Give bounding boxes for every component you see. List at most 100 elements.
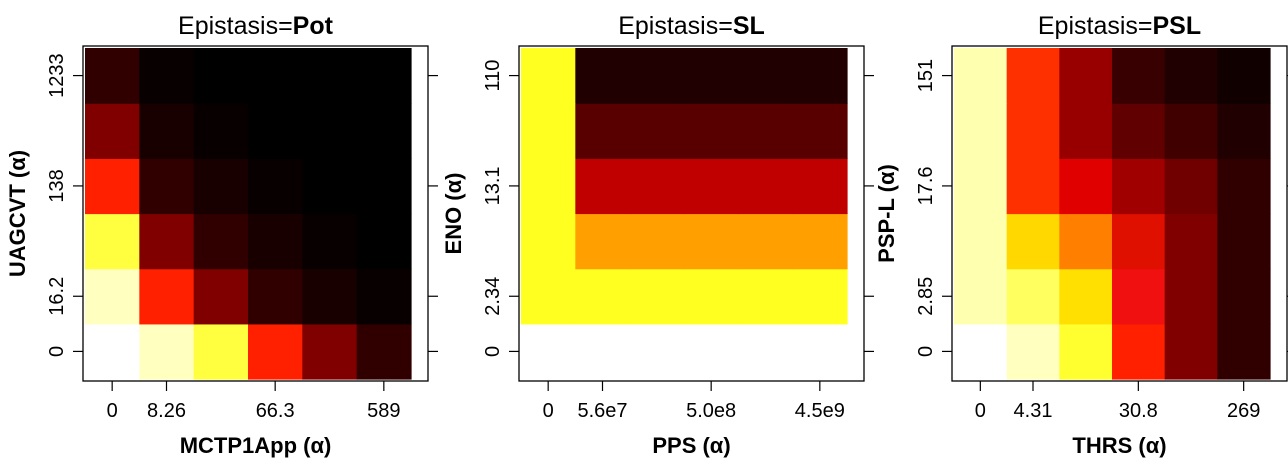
heatmap-cell [629,213,685,270]
heatmap-cell [356,48,412,104]
panel-title-bold: SL [733,12,765,40]
heatmap-cell [302,213,358,270]
heatmap-cell [248,48,303,104]
x-tick-label: 5.6e7 [577,400,627,422]
heatmap-cell [302,158,358,215]
heatmap-cell [248,103,303,159]
heatmap-cell [629,323,685,380]
heatmap-cell [575,103,631,159]
heatmap-cell [684,48,739,104]
heatmap-cell [954,48,1008,104]
plot-frame [518,45,865,382]
heatmap-cell [356,158,412,215]
heatmap-cell [1059,213,1113,270]
heatmap-cell [302,103,358,159]
heatmap-cell [1164,213,1218,270]
panel-title: Epistasis=SL [618,12,765,40]
y-axis-label: ENO (α) [441,173,466,255]
x-axis-label: THRS (α) [1072,433,1166,458]
panel-title-bold: Pot [293,12,334,40]
heatmap-cell [193,48,249,104]
heatmap-cell [575,323,631,380]
heatmap-cell [85,158,140,215]
heatmap-cell [792,213,848,270]
heatmap-cell [738,103,794,159]
heatmap-cell [248,213,303,270]
heatmap-cell [1059,268,1113,325]
heatmap-cell [738,158,794,215]
y-tick-label: 16.2 [46,277,68,316]
heatmap-cell [302,268,358,325]
heatmap-cell [302,323,358,380]
heatmap-cell [1006,213,1060,270]
heatmap-cell [684,103,739,159]
heatmap-cell [954,213,1008,270]
heatmap-cell [1217,158,1271,215]
heatmap-panel-3: Epistasis=PSL 0 4.31 30.8 269 0 2.85 17.6 151 THR… [874,12,1288,458]
heatmap-cell [1112,268,1166,325]
heatmap-cell [356,323,412,380]
heatmap-cell [738,213,794,270]
heatmap-cell [954,103,1008,159]
heatmap-cell [248,158,303,215]
panel-title-prefix: Epistasis= [178,12,293,40]
x-tick-label: 0 [107,400,118,422]
panel-title-bold: PSL [1153,12,1202,40]
x-tick-label: 66.3 [256,400,295,422]
heatmap-cell [1059,158,1113,215]
heatmap-cell [248,323,303,380]
heatmap-cell [629,268,685,325]
heatmap-cell [521,103,576,159]
heatmap-cell [1164,268,1218,325]
heatmap-cell [521,158,576,215]
y-tick-label: 0 [915,346,937,357]
heatmap-cell [193,268,249,325]
y-axis-label: PSP-L (α) [874,164,899,263]
heatmap-panel-1: Epistasis=Pot 0 8.26 66.3 589 0 16.2 138 1233 MCT… [5,12,438,458]
heatmap-cell [1006,323,1060,380]
heatmap-cell [954,323,1008,380]
x-tick-label: 269 [1227,400,1260,422]
x-tick-label: 4.5e9 [795,400,845,422]
heatmap-cell [356,213,412,270]
heatmap-cell [738,48,794,104]
x-axis-label: MCTP1App (α) [180,433,332,458]
y-tick-label: 110 [482,60,504,92]
heatmap-cell [629,158,685,215]
heatmap-cell [792,48,848,104]
y-tick-label: 2.34 [482,277,504,316]
heatmap-cell [85,48,140,104]
heatmap-cell [792,103,848,159]
heatmap-cell [193,158,249,215]
x-tick-label: 8.26 [147,400,186,422]
x-tick-label: 5.0e8 [686,400,736,422]
heatmap-cell [1217,268,1271,325]
heatmap-cell [521,268,576,325]
heatmap-cell [139,323,195,380]
heatmap-cell [1217,48,1271,104]
x-tick-label: 589 [367,400,400,422]
heatmap-cell [738,323,794,380]
heatmap-cell [575,268,631,325]
heatmap-cell [954,158,1008,215]
heatmap-panel-2: Epistasis=SL 0 5.6e7 5.0e8 4.5e9 0 2.34 13.1 110… [441,12,874,458]
panel-title: Epistasis=Pot [178,12,334,40]
heatmap-cell [792,268,848,325]
heatmap-cell [85,268,140,325]
heatmap-cell [1059,103,1113,159]
heatmap-cell [1112,158,1166,215]
heatmap-cell [356,268,412,325]
heatmap-cell [954,268,1008,325]
y-tick-label: 0 [46,346,68,357]
heatmap-cell [684,213,739,270]
heatmap-cell [684,268,739,325]
y-tick-label: 151 [915,59,937,92]
x-tick-label: 0 [543,400,554,422]
heatmap-cell [575,48,631,104]
heatmap-cell [193,323,249,380]
heatmap-cell [1112,213,1166,270]
panel-title-prefix: Epistasis= [1038,12,1153,40]
heatmap-cell [85,323,140,380]
heatmap-cell [1112,48,1166,104]
